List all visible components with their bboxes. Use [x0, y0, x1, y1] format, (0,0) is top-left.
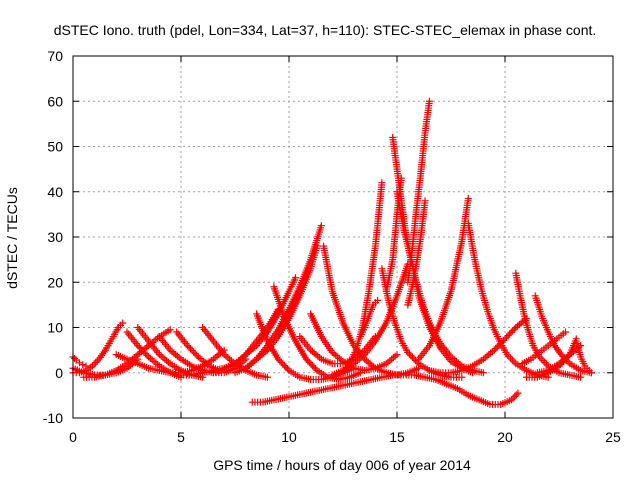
series-arc-28	[404, 97, 433, 286]
y-tick-label: 50	[47, 139, 63, 155]
series-arc-29	[404, 197, 429, 309]
data-point-markers	[242, 222, 325, 372]
y-tick-label: 30	[47, 229, 63, 245]
x-axis-label: GPS time / hours of day 006 of year 2014	[213, 457, 471, 473]
series-arc-30	[415, 195, 472, 363]
data-point-markers	[339, 179, 386, 377]
y-tick-label: 70	[47, 48, 63, 64]
data-point-markers	[415, 195, 472, 363]
series-arc-34	[531, 292, 595, 377]
y-tick-label: 60	[47, 93, 63, 109]
data-point-markers	[531, 292, 595, 377]
y-axis-label: dSTEC / TECUs	[4, 187, 20, 289]
series-arc-18	[320, 242, 423, 379]
series-arc-17	[248, 371, 522, 408]
data-point-markers	[112, 346, 228, 377]
data-point-markers	[356, 296, 382, 341]
y-tick-label: 40	[47, 184, 63, 200]
x-tick-label: 25	[605, 429, 621, 445]
chart-title: dSTEC Iono. truth (pdel, Lon=334, Lat=37…	[54, 22, 597, 38]
x-tick-label: 5	[177, 429, 185, 445]
y-tick-label: 10	[47, 320, 63, 336]
data-point-markers	[404, 197, 429, 309]
x-tick-label: 20	[497, 429, 513, 445]
y-tick-label: 0	[55, 365, 63, 381]
x-tick-label: 15	[389, 429, 405, 445]
plot-frame	[72, 55, 614, 419]
series-arc-32	[464, 219, 552, 381]
data-point-markers	[248, 371, 522, 408]
y-tick-label: 20	[47, 274, 63, 290]
x-tick-label: 0	[69, 429, 77, 445]
data-point-markers	[518, 328, 569, 368]
data-point-markers	[464, 219, 552, 381]
series-arc-38	[572, 337, 595, 377]
data-point-markers	[404, 97, 433, 286]
series-arc-06	[112, 346, 228, 377]
series-arc-22	[339, 179, 386, 377]
x-tick-label: 10	[281, 429, 297, 445]
data-point-markers	[572, 337, 595, 377]
data-series	[69, 97, 595, 408]
series-arc-14	[242, 222, 325, 372]
y-tick-label: -10	[43, 410, 63, 426]
series-arc-35	[518, 328, 569, 368]
series-arc-23	[356, 296, 382, 341]
data-point-markers	[320, 242, 423, 379]
